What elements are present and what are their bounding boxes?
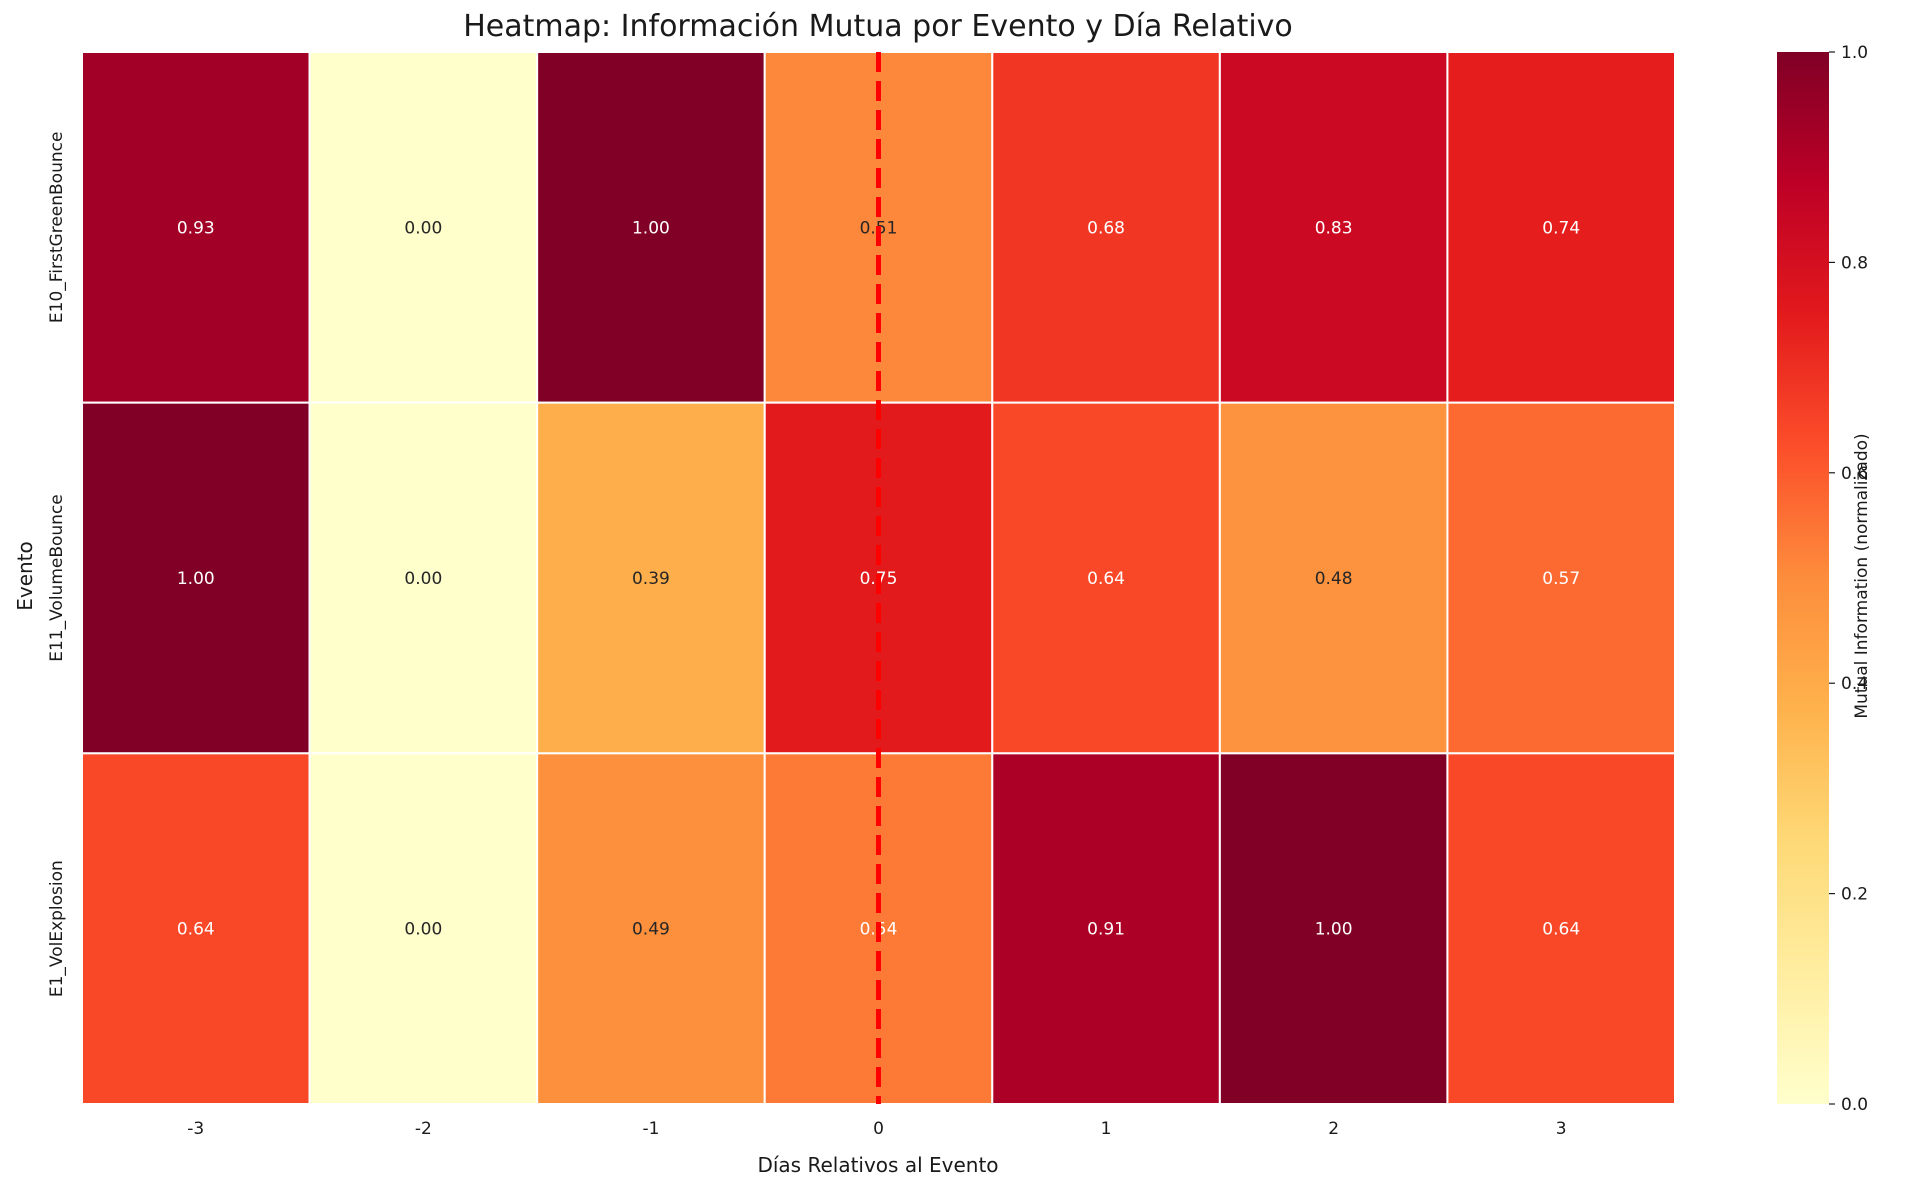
heatmap-cell [81,51,311,404]
cell-value-label: 0.83 [1315,218,1353,238]
x-tick-label: -1 [642,1119,659,1139]
cell-value-label: 0.00 [404,920,442,940]
y-axis-label: Evento [13,541,37,611]
chart-title: Heatmap: Información Mutua por Evento y … [463,9,1293,44]
colorbar [1777,52,1829,1104]
colorbar-tick-label: 0.0 [1841,1095,1868,1115]
x-axis-label: Días Relativos al Evento [757,1153,998,1177]
colorbar-tick-label: 1.0 [1841,43,1868,63]
cell-value-label: 0.64 [177,920,215,940]
cell-value-label: 0.57 [1542,569,1580,589]
heatmap-cell [536,401,766,755]
cell-value-label: 1.00 [1315,920,1353,940]
cell-value-label: 0.64 [1087,569,1125,589]
heatmap-cell [1218,51,1449,404]
heatmap-cell [991,401,1221,755]
colorbar-tick-label: 0.4 [1841,674,1868,694]
cell-value-label: 0.68 [1087,218,1125,238]
heatmap-cell [536,752,766,1105]
heatmap-cell [1446,401,1677,755]
x-tick-label: -3 [187,1119,204,1139]
cell-value-label: 1.00 [632,218,670,238]
y-tick-label: E11_VolumeBounce [47,494,67,662]
heatmap-cell [308,51,539,404]
heatmap-cells [81,51,1677,1105]
heatmap-cell [536,51,766,404]
x-tick-label: 0 [873,1119,884,1139]
heatmap-cell [81,752,311,1105]
x-tick-label: 1 [1101,1119,1112,1139]
cell-value-label: 0.48 [1315,569,1353,589]
heatmap-cell [1218,752,1449,1105]
colorbar-tick-label: 0.6 [1841,464,1868,484]
cell-value-label: 1.00 [177,569,215,589]
cell-value-label: 0.00 [404,569,442,589]
y-tick-label: E1_VolExplosion [47,860,67,997]
heatmap-cell [1446,752,1677,1105]
heatmap-cell [81,401,311,755]
x-tick-label: -2 [415,1119,432,1139]
cell-value-label: 0.49 [632,920,670,940]
heatmap-cell [991,51,1221,404]
x-tick-label: 2 [1328,1119,1339,1139]
cell-value-label: 0.74 [1542,218,1580,238]
y-tick-label: E10_FirstGreenBounce [47,132,67,324]
cell-value-label: 0.00 [404,218,442,238]
heatmap-cell [308,752,539,1105]
colorbar-tick-label: 0.2 [1841,885,1868,905]
y-tick-labels: E10_FirstGreenBounce E11_VolumeBounce E1_V… [47,132,67,998]
x-tick-labels: -3 -2 -1 0 1 2 3 [187,1119,1566,1139]
x-tick-label: 3 [1556,1119,1567,1139]
cell-value-label: 0.93 [177,218,215,238]
colorbar-tick-label: 0.8 [1841,253,1868,273]
cell-value-label: 0.91 [1087,920,1125,940]
colorbar-label: Mutual Information (normalizado) [1852,433,1872,718]
cell-value-label: 0.39 [632,569,670,589]
colorbar-ticks: 0.0 0.2 0.4 0.6 0.8 1.0 [1829,43,1868,1115]
heatmap-cell [991,752,1221,1105]
cell-value-label: 0.64 [1542,920,1580,940]
heatmap-cell [1218,401,1449,755]
